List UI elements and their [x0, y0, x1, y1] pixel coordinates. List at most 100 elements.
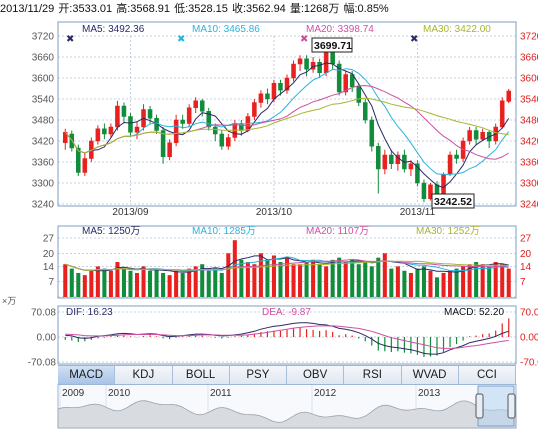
- low-marker: 3242.52: [431, 193, 475, 209]
- volume-bar: [226, 253, 231, 297]
- volume-bar: [428, 270, 433, 297]
- volume-tick-left: 27: [43, 234, 55, 245]
- candle-body: [76, 147, 81, 173]
- tab-kdj[interactable]: KDJ: [115, 366, 173, 384]
- quote-close: 收:3562.94: [231, 3, 286, 15]
- price-candles: [62, 43, 512, 203]
- volume-bar: [369, 266, 374, 297]
- volume-bar: [311, 259, 316, 297]
- candle-body: [408, 163, 414, 170]
- quote-open: 开:3533.01: [58, 3, 113, 15]
- candle-body: [284, 77, 290, 91]
- volume-bar: [382, 253, 387, 297]
- volume-bar: [298, 264, 303, 297]
- tab-rsi[interactable]: RSI: [344, 366, 402, 384]
- candle-body: [108, 126, 114, 135]
- candle-body: [160, 130, 166, 157]
- volume-bar: [89, 270, 94, 297]
- price-tick-right: 3540: [520, 95, 538, 106]
- volume-bar: [95, 266, 100, 297]
- candle-body: [128, 116, 133, 133]
- volume-bar: [239, 259, 244, 297]
- tab-psy[interactable]: PSY: [230, 366, 287, 384]
- volume-bar: [141, 266, 146, 297]
- volume-bar: [167, 275, 172, 297]
- volume-bar: [395, 266, 400, 297]
- volume-bar: [500, 264, 505, 297]
- low-marker-box: [431, 193, 475, 209]
- macd-dif-label: DIF: 16.23: [66, 307, 113, 318]
- volume-bar: [461, 266, 466, 297]
- price-ma5-line: [64, 62, 510, 189]
- price-grid: [58, 35, 516, 205]
- price-x-tick-label: 2013/09: [112, 207, 149, 218]
- macd-dea-line: [65, 325, 509, 349]
- ma20-toggle-icon[interactable]: ✖: [300, 34, 308, 45]
- volume-bar: [284, 257, 290, 297]
- volume-bar: [376, 257, 381, 297]
- tab-boll[interactable]: BOLL: [173, 366, 230, 384]
- volume-bar: [441, 272, 446, 297]
- candle-body: [304, 58, 309, 70]
- macd-tick-right: -70.08: [520, 358, 538, 369]
- price-tick-left: 3600: [32, 74, 55, 85]
- volume-bar: [265, 259, 270, 297]
- volume-ma30-label: MA30: 1252万: [416, 226, 480, 237]
- candle-body: [297, 58, 303, 65]
- candle-body: [147, 109, 153, 119]
- candle-body: [226, 137, 231, 147]
- volume-bar: [343, 262, 348, 297]
- macd-tick-right: 0.00: [520, 333, 538, 344]
- candle-body: [134, 126, 140, 133]
- volume-bar: [474, 262, 479, 297]
- volume-bar: [454, 268, 459, 297]
- quote-header: 2013/11/29 开:3533.01 高:3568.91 低:3528.15…: [0, 0, 538, 18]
- low-marker-value: 3242.52: [434, 196, 472, 208]
- timeline-year-label: 2011: [210, 388, 232, 399]
- timeline-left-handle[interactable]: [475, 393, 484, 419]
- volume-bar: [121, 268, 126, 297]
- volume-ma30-line: [65, 260, 509, 271]
- volume-bar: [402, 270, 407, 297]
- price-tick-left: 3300: [32, 179, 55, 190]
- price-panel-frame: [57, 21, 517, 207]
- volume-bar: [206, 270, 211, 297]
- volume-bar: [324, 266, 329, 297]
- volume-axis: 7 7 14 14 20 20 27 27: [43, 234, 532, 289]
- candle-body: [167, 142, 172, 157]
- candle-body: [82, 158, 88, 173]
- price-tick-left: 3480: [32, 116, 55, 127]
- quote-high: 高:3568.91: [116, 3, 171, 15]
- tab-wvad[interactable]: WVAD: [402, 366, 459, 384]
- volume-ma20-label: MA20: 1107万: [306, 226, 369, 237]
- candle-body: [421, 182, 427, 199]
- volume-bar: [82, 275, 87, 297]
- volume-bar: [487, 266, 492, 297]
- ma10-toggle-icon[interactable]: ✖: [177, 34, 185, 45]
- price-tick-left: 3540: [32, 95, 55, 106]
- timeline-history-line: [57, 400, 517, 429]
- candle-body: [356, 86, 362, 103]
- price-ma5-label: MA5: 3492.36: [82, 24, 145, 35]
- timeline-right-handle[interactable]: [507, 393, 516, 419]
- price-tick-left: 3360: [32, 158, 55, 169]
- tab-macd[interactable]: MACD: [58, 366, 116, 384]
- volume-bar: [258, 253, 263, 297]
- ma30-toggle-icon[interactable]: ✖: [410, 34, 418, 45]
- ma5-toggle-icon[interactable]: ✖: [66, 34, 74, 45]
- timeline-years: 2009 2010 2011 2012 2013: [59, 384, 441, 428]
- macd-lines: [65, 322, 509, 355]
- candle-body: [415, 163, 420, 184]
- candle-body: [473, 130, 479, 140]
- candle-body: [330, 51, 335, 65]
- volume-tick-left: 20: [43, 249, 55, 260]
- volume-bar: [415, 268, 420, 297]
- macd-tick-left: 70.08: [31, 308, 56, 319]
- price-x-tick-label: 2013/11: [400, 207, 436, 218]
- candle-body: [506, 90, 512, 102]
- candle-body: [278, 83, 283, 91]
- macd-value-label: MACD: 52.20: [444, 307, 504, 318]
- tab-obv[interactable]: OBV: [287, 366, 345, 384]
- tab-cci[interactable]: CCI: [459, 366, 516, 384]
